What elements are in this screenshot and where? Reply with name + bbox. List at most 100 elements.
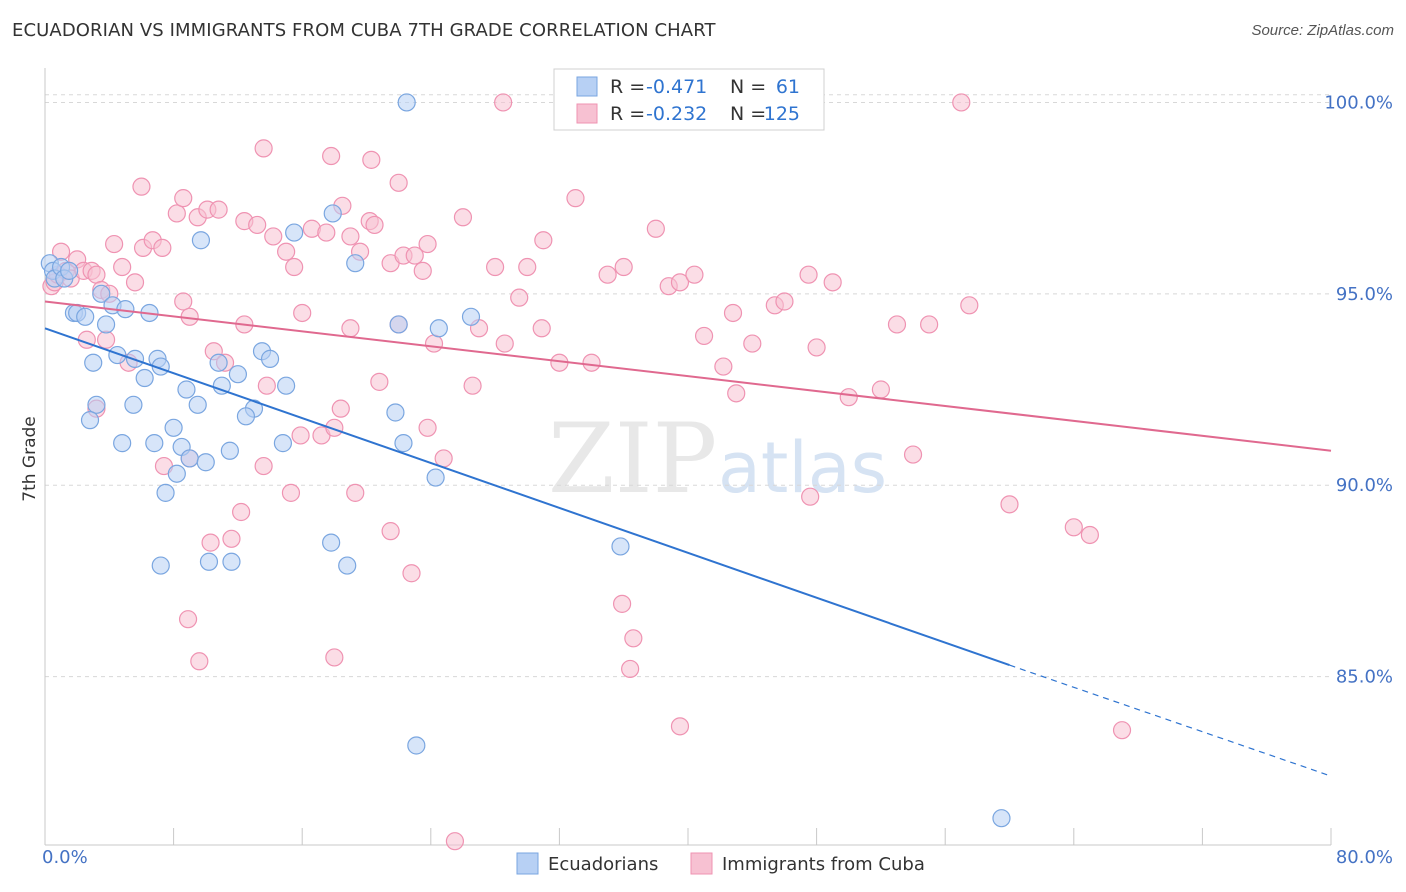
cuba-point-62: [174, 292, 193, 311]
cuba-point-120: [624, 629, 643, 648]
ecuadorian-point-54: [429, 319, 448, 338]
ecuadorian-point-58: [426, 468, 445, 487]
cuba-point-75: [694, 326, 714, 346]
ecuadorian-point-27: [209, 353, 228, 372]
legend-n-value-2: 125: [764, 103, 800, 125]
bottom-legend-swatch-cuba: [690, 852, 713, 875]
ecuadorian-point-29: [228, 365, 247, 384]
cuba-point-67: [341, 319, 360, 338]
ecuadorian-point-60: [407, 736, 426, 755]
cuba-point-77: [723, 303, 743, 323]
cuba-point-96: [291, 426, 310, 445]
cuba-point-112: [801, 487, 820, 506]
cuba-point-90: [331, 399, 350, 418]
cuba-point-66: [293, 303, 312, 323]
ecuadorian-point-37: [113, 434, 132, 453]
ecuadorian-point-25: [177, 380, 196, 399]
bottom-legend-swatch-ecuadorians: [516, 852, 539, 875]
ecuadorians-trend-extension: [1009, 664, 1332, 777]
source-label: Source: ZipAtlas.com: [1251, 22, 1394, 39]
ecuadorian-point-50: [222, 552, 241, 571]
ecuadorian-point-22: [135, 368, 154, 388]
cuba-point-121: [621, 659, 640, 679]
gridlines: [45, 94, 1331, 678]
cuba-point-27: [277, 242, 296, 261]
legend-box: R = -0.471 N = 61 R = -0.232 N = 125: [553, 68, 825, 131]
cuba-point-108: [222, 529, 241, 548]
ecuadorian-point-42: [196, 453, 215, 472]
cuba-point-117: [190, 652, 209, 671]
cuba-point-56: [389, 173, 408, 192]
cuba-point-82: [807, 338, 826, 357]
ecuadorian-point-41: [180, 449, 199, 468]
ecuadorian-point-16: [323, 204, 342, 223]
cuba-point-93: [727, 384, 746, 403]
cuba-point-60: [96, 330, 116, 349]
cuba-point-40: [418, 234, 437, 254]
bottom-legend-ecuadorians: Ecuadorians: [548, 854, 658, 875]
ecuadorian-point-51: [322, 533, 341, 552]
cuba-point-46: [566, 189, 585, 208]
cuba-point-71: [495, 334, 514, 353]
cuba-point-78: [743, 334, 762, 353]
ecuadorian-point-61: [992, 809, 1011, 828]
cuba-point-107: [201, 533, 220, 552]
cuba-point-35: [365, 215, 384, 235]
cuba-point-41: [453, 208, 473, 227]
ecuadorian-point-36: [80, 411, 100, 430]
ecuadorian-point-39: [164, 418, 183, 437]
cuba-point-52: [685, 265, 704, 284]
bottom-legend: Ecuadorians Immigrants from Cuba: [516, 852, 925, 875]
cuba-point-25: [248, 215, 267, 235]
cuba-point-72: [532, 319, 551, 338]
cuba-point-38: [405, 246, 424, 265]
cuba-point-11: [113, 257, 132, 277]
y-tick-label-100: 100.0%: [1324, 92, 1393, 113]
cuba-point-80: [775, 292, 794, 311]
ecuadorian-point-28: [212, 376, 231, 395]
cuba-point-101: [903, 445, 923, 464]
ecuadorian-point-17: [346, 254, 365, 273]
legend-n-label-2: N =: [730, 103, 766, 125]
ecuadorian-point-52: [338, 556, 357, 575]
cuba-point-76: [714, 357, 733, 376]
cuba-point-99: [418, 418, 437, 437]
cuba-point-51: [670, 273, 690, 292]
y-tick-label-95: 95.0%: [1336, 284, 1393, 305]
cuba-point-110: [381, 522, 400, 541]
y-tick-label-90: 90.0%: [1336, 475, 1393, 496]
ecuadorian-point-18: [397, 93, 416, 112]
cuba-point-9: [87, 265, 106, 284]
ecuadorian-point-14: [191, 231, 211, 250]
ecuadorian-point-20: [108, 345, 127, 365]
cuba-point-10: [105, 234, 124, 254]
cuba-point-42: [486, 257, 505, 277]
cuba-point-84: [887, 315, 907, 334]
cuba-point-48: [614, 257, 633, 277]
ecuadorian-point-9: [92, 284, 111, 303]
ecuadorian-point-15: [285, 223, 304, 242]
cuba-point-98: [325, 418, 344, 437]
cuba-point-69: [424, 334, 444, 353]
trend-lines: [44, 300, 1332, 777]
ecuadorian-point-10: [96, 315, 116, 334]
cuba-point-53: [254, 139, 273, 158]
x-tick-label-max: 80.0%: [1336, 847, 1393, 868]
cuba-point-92: [463, 376, 482, 395]
cuba-point-123: [1112, 721, 1132, 740]
ecuadorian-point-5: [60, 261, 79, 280]
series-cuba-points: [42, 93, 1132, 851]
legend-n-value-1: 61: [776, 76, 800, 98]
legend-r-value-1: -0.471: [646, 76, 707, 98]
ecuadorian-point-46: [156, 483, 175, 502]
y-tick-label-85: 85.0%: [1336, 667, 1393, 688]
cuba-point-28: [285, 257, 304, 277]
cuba-point-95: [871, 380, 891, 399]
ecuadorians-trend-line: [44, 327, 1010, 667]
cuba-point-19: [167, 204, 186, 223]
cuba-point-74: [582, 353, 601, 372]
cuba-point-114: [1064, 518, 1083, 537]
cuba-point-105: [281, 483, 301, 502]
legend-r-label-2: R =: [610, 103, 645, 125]
ecuadorian-point-53: [389, 315, 408, 334]
